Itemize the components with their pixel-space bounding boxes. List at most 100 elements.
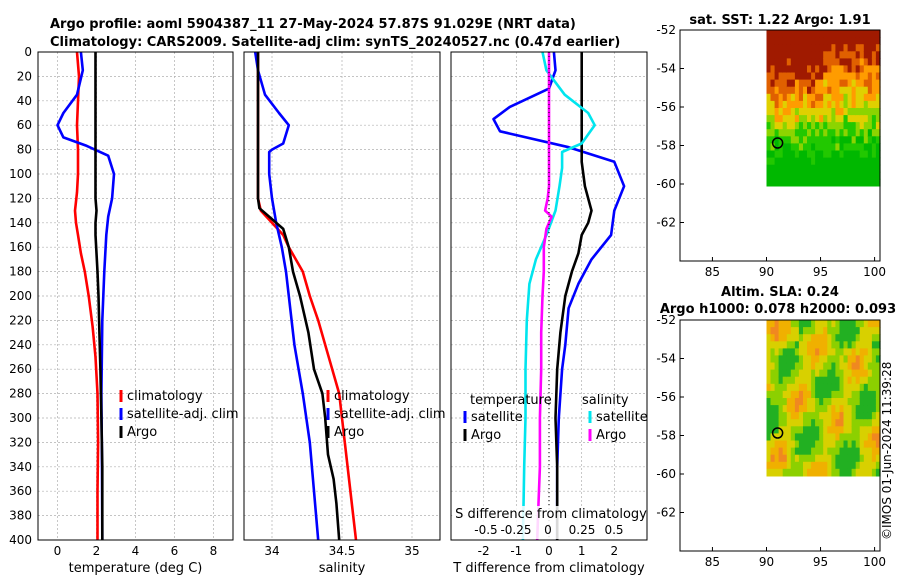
heatmap-cell <box>855 58 861 67</box>
heatmap-cell <box>843 426 849 434</box>
heatmap-cell <box>815 412 820 420</box>
heatmap-cell <box>835 412 841 420</box>
heatmap-cell <box>839 355 845 364</box>
heatmap-cell <box>831 341 837 349</box>
heatmap-cell <box>863 341 869 349</box>
heatmap-cell <box>847 405 853 413</box>
heatmap-cell <box>798 390 804 399</box>
heatmap-cell <box>803 376 808 385</box>
heatmap-cell <box>851 136 857 144</box>
heatmap-cell <box>847 79 853 88</box>
heatmap-cell <box>807 383 812 392</box>
heatmap-cell <box>871 369 877 378</box>
heatmap-cell <box>774 419 780 427</box>
heatmap-cell <box>843 369 849 378</box>
heatmap-cell <box>790 383 796 392</box>
heatmap-cell <box>774 447 780 456</box>
heatmap-cell <box>867 348 873 357</box>
heatmap-cell <box>863 334 869 342</box>
heatmap-cell <box>871 461 877 470</box>
heatmap-cell <box>774 348 780 357</box>
map-title-line1: Altim. SLA: 0.24 <box>721 285 839 300</box>
heatmap-cell <box>811 51 816 59</box>
heatmap-cell <box>815 86 820 95</box>
heatmap-cell <box>798 447 804 456</box>
heatmap-cell <box>839 383 845 392</box>
heatmap-cell <box>835 171 841 180</box>
heatmap-cell <box>871 58 877 67</box>
heatmap-cell <box>847 440 853 449</box>
heatmap-cell <box>851 468 857 477</box>
heatmap-cell <box>815 164 820 173</box>
heatmap-cell <box>843 178 849 187</box>
heatmap-cell <box>766 157 772 166</box>
heatmap-cell <box>831 334 837 342</box>
heatmap-cell <box>770 93 776 102</box>
heatmap-cell <box>778 405 784 413</box>
heatmap-cell <box>823 355 828 364</box>
heatmap-cell <box>831 433 837 442</box>
heatmap-cell <box>823 362 828 371</box>
heatmap-cell <box>794 157 800 166</box>
heatmap-cell <box>843 468 849 477</box>
heatmap-cell <box>803 426 808 434</box>
heatmap-cell <box>875 327 881 335</box>
heatmap-cell <box>782 44 788 52</box>
heatmap-cell <box>859 362 865 371</box>
heatmap-cell <box>807 405 812 413</box>
heatmap-cell <box>778 454 784 463</box>
heatmap-cell <box>851 419 857 427</box>
heatmap-cell <box>774 355 780 364</box>
heatmap-cell <box>831 129 837 137</box>
heatmap-cell <box>863 369 869 378</box>
y-tick-label: 280 <box>9 387 32 401</box>
heatmap-cell <box>831 447 837 456</box>
secondary-tick-label: 0.5 <box>604 523 623 537</box>
heatmap-cell <box>811 86 816 95</box>
heatmap-cell <box>778 44 784 52</box>
x-tick-label: 0 <box>54 544 62 558</box>
heatmap-cell <box>819 164 824 173</box>
heatmap-cell <box>871 468 877 477</box>
heatmap-cell <box>847 433 853 442</box>
heatmap-cell <box>774 171 780 180</box>
heatmap-cell <box>835 65 841 74</box>
heatmap-cell <box>807 461 812 470</box>
heatmap-cell <box>807 369 812 378</box>
heatmap-cell <box>790 334 796 342</box>
heatmap-cell <box>875 433 881 442</box>
heatmap-cell <box>778 129 784 137</box>
y-tick-label: 300 <box>9 411 32 425</box>
heatmap-cell <box>871 93 877 102</box>
heatmap-cell <box>867 143 873 152</box>
heatmap-cell <box>782 412 788 420</box>
heatmap-cell <box>811 383 816 392</box>
heatmap-cell <box>807 136 812 144</box>
heatmap-cell <box>798 115 804 123</box>
heatmap-cell <box>803 334 808 342</box>
heatmap-cell <box>819 143 824 152</box>
heatmap-cell <box>811 37 816 45</box>
heatmap-cell <box>778 115 784 123</box>
heatmap-cell <box>859 426 865 434</box>
heatmap-cell <box>811 362 816 371</box>
heatmap-cell <box>835 405 841 413</box>
heatmap-cell <box>794 461 800 470</box>
heatmap-cell <box>803 355 808 364</box>
heatmap-cell <box>774 164 780 173</box>
heatmap-cell <box>778 72 784 81</box>
heatmap-cell <box>823 461 828 470</box>
heatmap-cell <box>807 412 812 420</box>
heatmap-cell <box>835 178 841 187</box>
heatmap-cell <box>823 65 828 74</box>
heatmap-cell <box>839 405 845 413</box>
heatmap-cell <box>794 426 800 434</box>
heatmap-cell <box>770 115 776 123</box>
heatmap-cell <box>766 341 772 349</box>
heatmap-cell <box>859 122 865 130</box>
heatmap-cell <box>811 115 816 123</box>
heatmap-cell <box>851 178 857 187</box>
heatmap-cell <box>770 376 776 385</box>
heatmap-cell <box>831 143 837 152</box>
heatmap-cell <box>790 178 796 187</box>
